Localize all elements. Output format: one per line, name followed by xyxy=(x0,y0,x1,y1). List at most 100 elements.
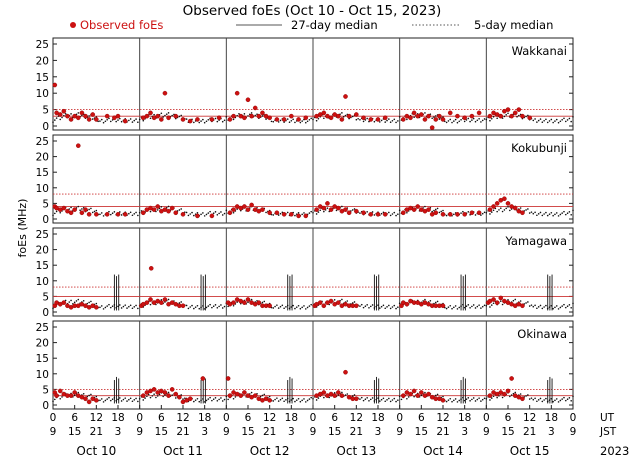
trace-point xyxy=(126,307,128,309)
trace-point xyxy=(294,121,296,124)
trace-point xyxy=(191,211,193,214)
trace-point xyxy=(541,121,544,124)
trace-point xyxy=(550,118,553,121)
observed-point xyxy=(382,212,388,217)
trace-point xyxy=(91,211,94,214)
trace-point xyxy=(299,121,302,124)
observed-point xyxy=(426,207,431,212)
ut-tick-label: 18 xyxy=(458,412,471,424)
trace-point xyxy=(265,118,267,120)
trace-point xyxy=(55,210,58,213)
trace-point xyxy=(492,395,495,398)
jst-tick-label: 3 xyxy=(548,426,555,438)
jst-tick-label: 3 xyxy=(461,426,468,438)
trace-point xyxy=(532,212,535,215)
observed-point xyxy=(415,204,421,209)
trace-point xyxy=(167,112,170,114)
trace-point xyxy=(447,306,450,308)
trace-point xyxy=(366,211,368,213)
jst-tick-label: 9 xyxy=(570,426,577,438)
trace-point xyxy=(100,305,103,307)
trace-point xyxy=(303,305,305,307)
observed-point xyxy=(375,117,381,122)
trace-point xyxy=(424,205,426,208)
observed-point xyxy=(242,390,247,395)
trace-point xyxy=(351,115,354,118)
trace-point xyxy=(559,399,562,402)
day-label: Oct 10 xyxy=(76,444,116,457)
trace-point xyxy=(207,118,210,121)
observed-point xyxy=(476,210,482,216)
trace-point xyxy=(501,210,504,213)
trace-point xyxy=(555,212,558,214)
observed-point xyxy=(422,117,428,122)
trace-point xyxy=(138,118,141,121)
trace-point xyxy=(566,398,569,401)
trace-point xyxy=(200,120,202,122)
observed-point xyxy=(494,300,500,305)
trace-point xyxy=(54,212,56,215)
trace-point xyxy=(537,213,540,215)
observed-point xyxy=(86,399,92,405)
observed-point xyxy=(426,391,431,397)
trace-point xyxy=(559,120,562,123)
observed-point xyxy=(209,213,215,219)
trace-point xyxy=(371,304,374,306)
trace-point xyxy=(109,120,112,123)
observed-point xyxy=(140,210,146,216)
jst-tick-label: 3 xyxy=(375,426,382,438)
trace-point xyxy=(460,118,462,121)
trace-point xyxy=(490,397,493,399)
observed-point xyxy=(469,113,475,119)
trace-point xyxy=(223,212,226,215)
trace-point xyxy=(489,119,491,122)
trace-point xyxy=(568,211,571,213)
trace-point xyxy=(304,121,307,124)
trace-point xyxy=(129,211,132,214)
trace-point xyxy=(138,397,141,400)
trace-point xyxy=(279,398,282,401)
observed-point xyxy=(166,115,171,121)
trace-point xyxy=(572,116,574,118)
trace-point xyxy=(88,115,90,117)
trace-point xyxy=(194,399,197,401)
trace-point xyxy=(373,120,376,123)
trace-point xyxy=(54,398,56,401)
observed-point xyxy=(520,303,525,309)
trace-point xyxy=(451,400,453,403)
jst-tick-label: 15 xyxy=(68,426,81,438)
trace-point xyxy=(301,399,303,402)
trace-point xyxy=(454,305,457,307)
trace-point xyxy=(160,206,163,208)
panel-yamagawa: 0 5 10 15 20 25 Yamagawa xyxy=(36,227,574,319)
observed-point xyxy=(180,212,186,217)
jst-tick-label: 21 xyxy=(350,426,363,438)
y-tick-label: 25 xyxy=(36,322,49,334)
trace-point xyxy=(135,211,137,214)
observed-point xyxy=(455,212,460,217)
trace-point xyxy=(70,299,72,302)
trace-point xyxy=(514,298,517,301)
trace-point xyxy=(478,397,480,399)
observed-point xyxy=(227,117,233,122)
y-tick-label: 20 xyxy=(36,152,49,164)
trace-point xyxy=(454,398,457,400)
trace-point xyxy=(485,118,488,121)
observed-point xyxy=(94,117,99,122)
ut-tick-label: 12 xyxy=(176,412,189,424)
trace-point xyxy=(75,300,78,302)
observed-point xyxy=(494,201,500,206)
trace-point xyxy=(304,308,307,310)
ut-tick-label: 6 xyxy=(505,412,512,424)
trace-point xyxy=(474,214,477,216)
observed-point xyxy=(94,212,99,217)
trace-point xyxy=(539,397,542,400)
trace-point xyxy=(106,118,108,121)
trace-point xyxy=(265,211,267,214)
trace-point xyxy=(196,211,199,214)
trace-point xyxy=(496,210,498,213)
observed-point xyxy=(267,303,272,309)
trace-point xyxy=(250,391,253,394)
observed-point xyxy=(200,376,206,381)
trace-point xyxy=(364,305,367,308)
